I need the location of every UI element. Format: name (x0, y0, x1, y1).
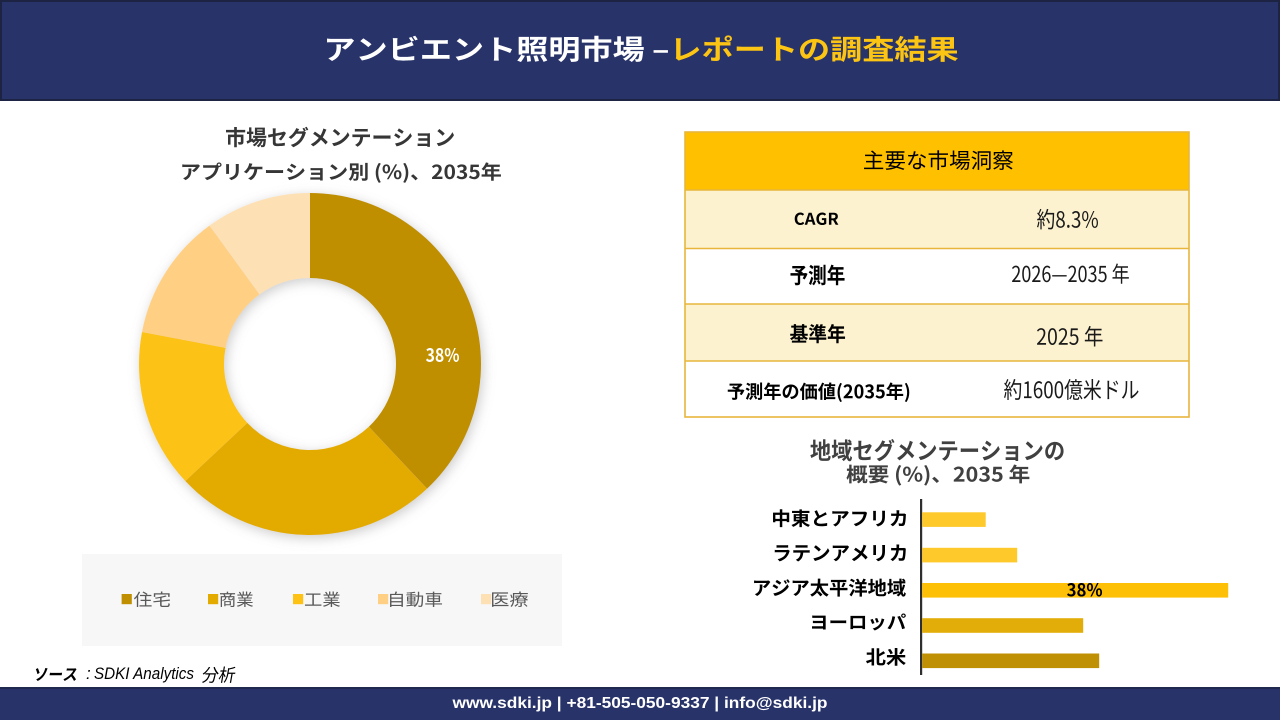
svg-text::: : (86, 664, 91, 683)
svg-text:SDKI Analytics: SDKI Analytics (94, 664, 194, 683)
svg-text:www.sdki.jp | +81-505-050-9337: www.sdki.jp | +81-505-050-9337 | info@sd… (451, 695, 827, 712)
